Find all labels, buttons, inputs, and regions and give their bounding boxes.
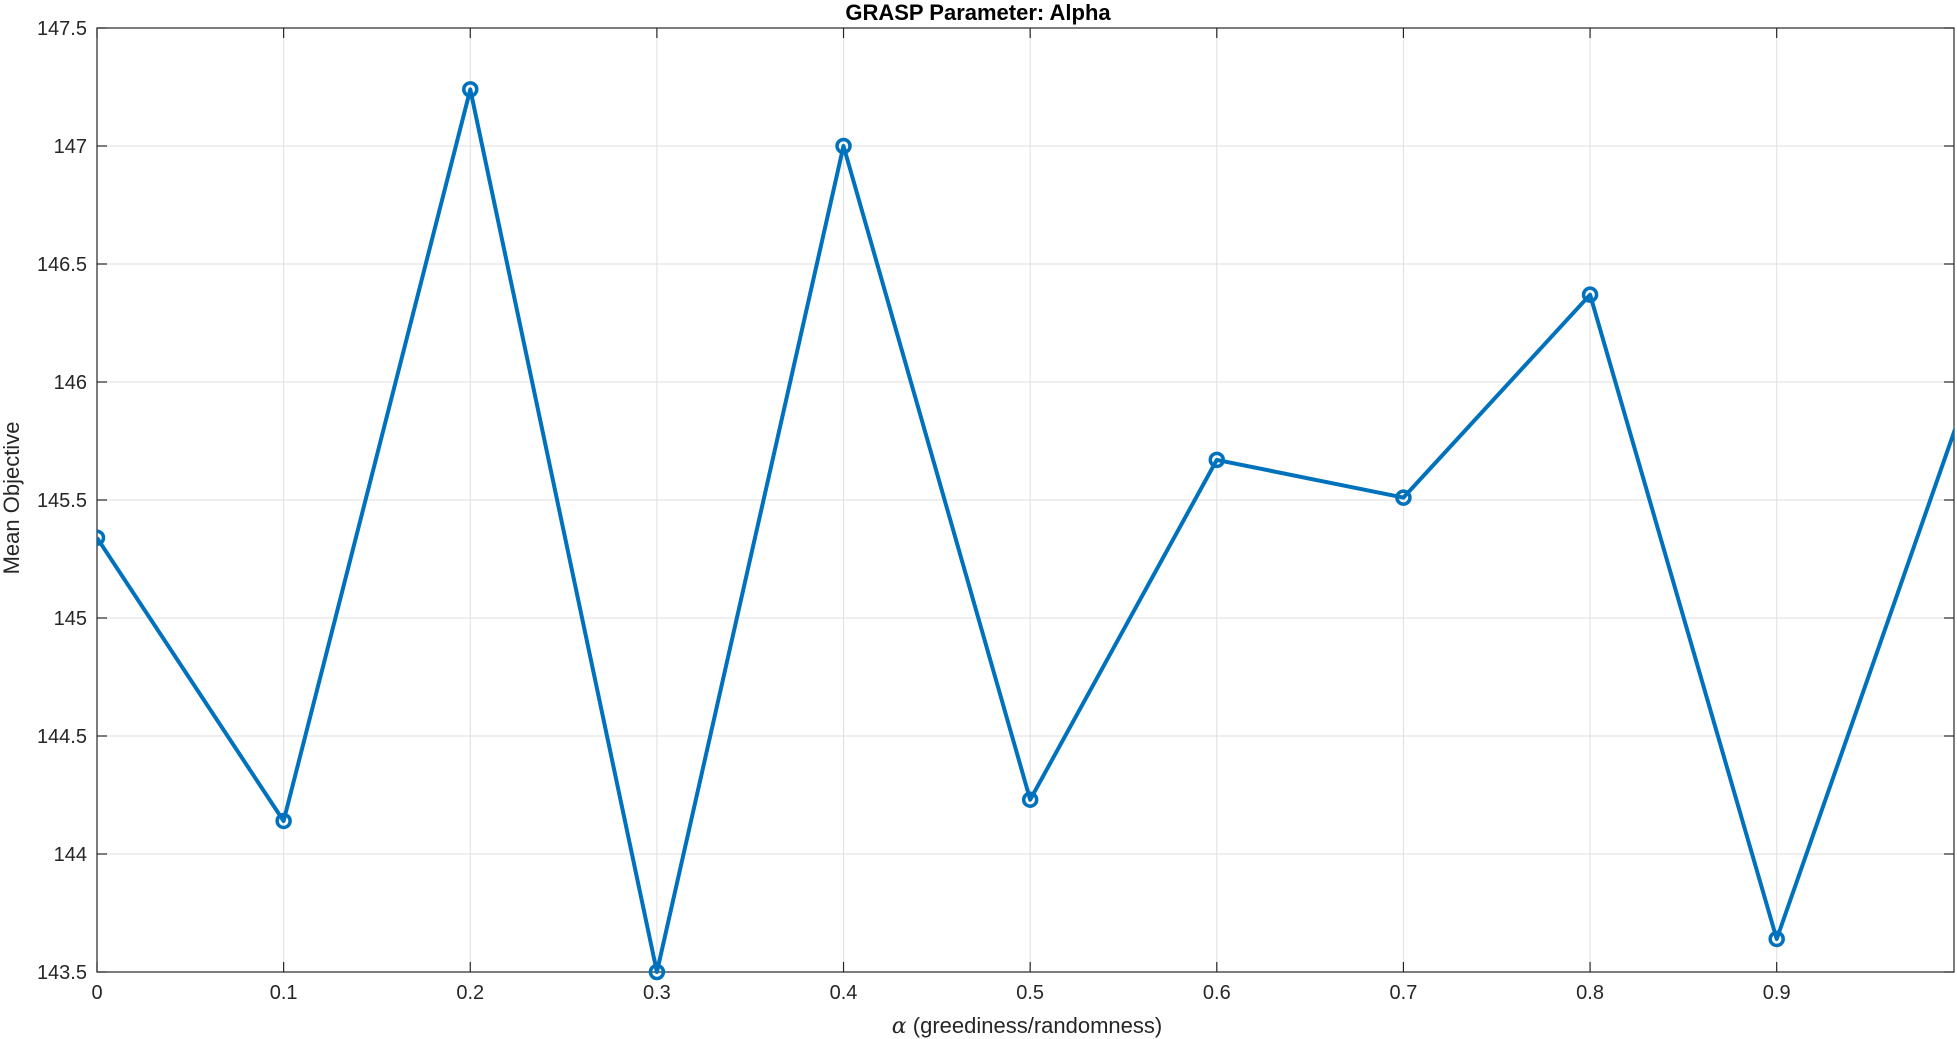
x-tick-label: 0.8 [1576,982,1604,1004]
y-tick-label: 146.5 [37,254,87,276]
grid [96,27,1954,973]
series-line [97,87,1954,974]
y-tick-label: 144 [54,844,87,866]
data-point [1581,286,1599,303]
data-point [275,812,292,830]
x-tick-label: 0.2 [456,982,484,1004]
x-tick-label: 0.6 [1203,982,1231,1004]
x-axis-title-text: (greediness/randomness) [907,1013,1163,1038]
x-tick-label: 0.3 [643,982,671,1004]
data-point [1768,930,1785,948]
x-axis-title: α (greediness/randomness) [892,1013,1162,1039]
data-point [835,137,852,155]
data-point [462,81,479,98]
y-axis-title: Mean Objective [0,422,24,575]
y-tick-label: 143.5 [37,962,87,984]
y-tick-label: 145.5 [37,490,87,512]
y-tick-label: 147.5 [37,18,87,40]
x-tick-label: 0.4 [830,982,858,1004]
y-tick-label: 145 [54,608,87,630]
x-tick-label: 0.5 [1016,982,1044,1004]
data-point [648,963,666,981]
data-point [97,529,106,547]
x-tick-label: 0.1 [270,982,298,1004]
data-point [1395,489,1412,506]
x-axis-symbol: α [892,1014,907,1039]
x-tick-label: 0.7 [1390,982,1418,1004]
axes: 0 0.1 0.2 0.3 0.4 0.5 0.6 0.7 0.8 0.9 143.5 144 144.… [37,18,1955,1004]
y-tick-label: 147 [54,136,87,158]
data-point [1021,791,1039,808]
chart-title: GRASP Parameter: Alpha [845,0,1111,25]
x-tick-label: 0 [91,982,102,1004]
x-tick-label: 0.9 [1763,982,1791,1004]
y-tick-label: 146 [54,372,87,394]
y-tick-label: 144.5 [37,726,87,748]
series [97,81,1954,981]
data-point [1208,451,1226,469]
labels: GRASP Parameter: Alpha α (greediness/ran… [0,0,1162,1039]
